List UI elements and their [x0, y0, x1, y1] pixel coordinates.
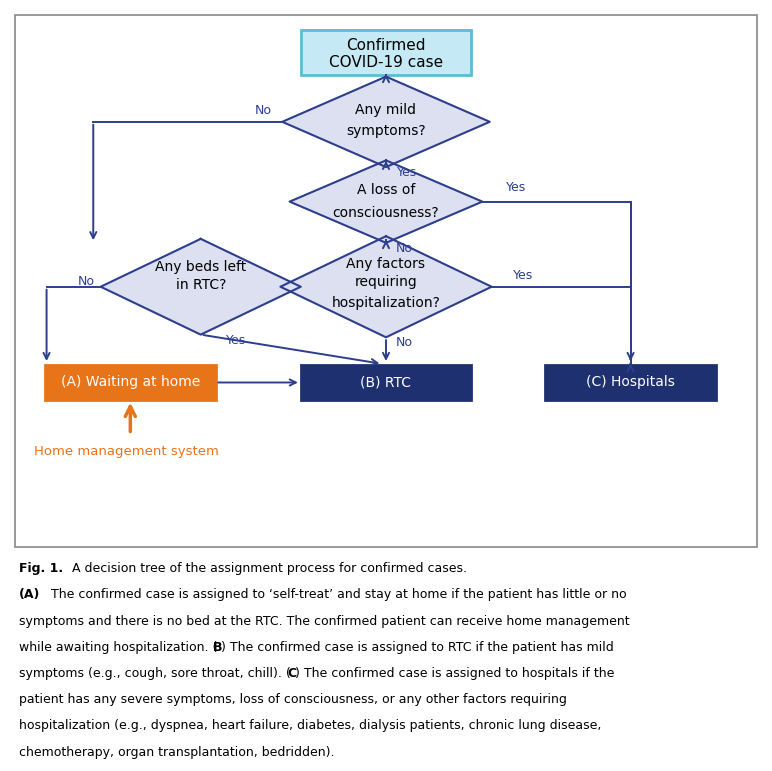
Text: Yes: Yes — [513, 268, 533, 281]
Text: A loss of: A loss of — [357, 183, 415, 197]
FancyBboxPatch shape — [45, 365, 215, 400]
Text: hospitalization?: hospitalization? — [331, 296, 441, 310]
Text: Confirmed: Confirmed — [347, 39, 425, 53]
Text: Any beds left: Any beds left — [155, 260, 246, 274]
Text: No: No — [396, 336, 413, 349]
Text: Home management system: Home management system — [34, 445, 219, 458]
Text: Fig. 1.: Fig. 1. — [19, 562, 63, 575]
Text: symptoms?: symptoms? — [346, 124, 426, 138]
Text: in RTC?: in RTC? — [175, 278, 226, 291]
Polygon shape — [100, 239, 301, 335]
Text: ) The confirmed case is assigned to hospitals if the: ) The confirmed case is assigned to hosp… — [295, 667, 615, 680]
Text: (C) Hospitals: (C) Hospitals — [586, 375, 675, 389]
Text: No: No — [77, 275, 94, 288]
Text: No: No — [396, 242, 413, 255]
Text: symptoms and there is no bed at the RTC. The confirmed patient can receive home : symptoms and there is no bed at the RTC.… — [19, 614, 630, 628]
Text: Any factors: Any factors — [347, 258, 425, 271]
Polygon shape — [280, 236, 492, 337]
FancyBboxPatch shape — [545, 365, 716, 400]
Text: (A): (A) — [19, 588, 41, 601]
Text: hospitalization (e.g., dyspnea, heart failure, diabetes, dialysis patients, chro: hospitalization (e.g., dyspnea, heart fa… — [19, 719, 601, 732]
Text: Yes: Yes — [397, 166, 417, 179]
Text: B: B — [212, 641, 222, 654]
Text: consciousness?: consciousness? — [333, 206, 439, 220]
Text: A decision tree of the assignment process for confirmed cases.: A decision tree of the assignment proces… — [73, 562, 467, 575]
Text: The confirmed case is assigned to ‘self-treat’ and stay at home if the patient h: The confirmed case is assigned to ‘self-… — [47, 588, 627, 601]
Text: COVID-19 case: COVID-19 case — [329, 55, 443, 69]
Polygon shape — [283, 76, 489, 167]
Text: C: C — [287, 667, 296, 680]
Text: Yes: Yes — [226, 335, 246, 348]
FancyBboxPatch shape — [301, 30, 471, 76]
Text: No: No — [256, 103, 273, 116]
Bar — [15, 15, 757, 547]
Text: chemotherapy, organ transplantation, bedridden).: chemotherapy, organ transplantation, bed… — [19, 746, 335, 759]
Text: ) The confirmed case is assigned to RTC if the patient has mild: ) The confirmed case is assigned to RTC … — [221, 641, 613, 654]
Text: (B) RTC: (B) RTC — [361, 375, 411, 389]
Text: patient has any severe symptoms, loss of consciousness, or any other factors req: patient has any severe symptoms, loss of… — [19, 693, 567, 706]
Text: symptoms (e.g., cough, sore throat, chill). (: symptoms (e.g., cough, sore throat, chil… — [19, 667, 291, 680]
FancyBboxPatch shape — [301, 365, 471, 400]
Text: while awaiting hospitalization. (: while awaiting hospitalization. ( — [19, 641, 218, 654]
Polygon shape — [290, 160, 482, 243]
Text: (A) Waiting at home: (A) Waiting at home — [61, 375, 200, 389]
Text: Yes: Yes — [506, 180, 526, 194]
Text: Any mild: Any mild — [355, 103, 417, 117]
Text: requiring: requiring — [354, 275, 418, 289]
